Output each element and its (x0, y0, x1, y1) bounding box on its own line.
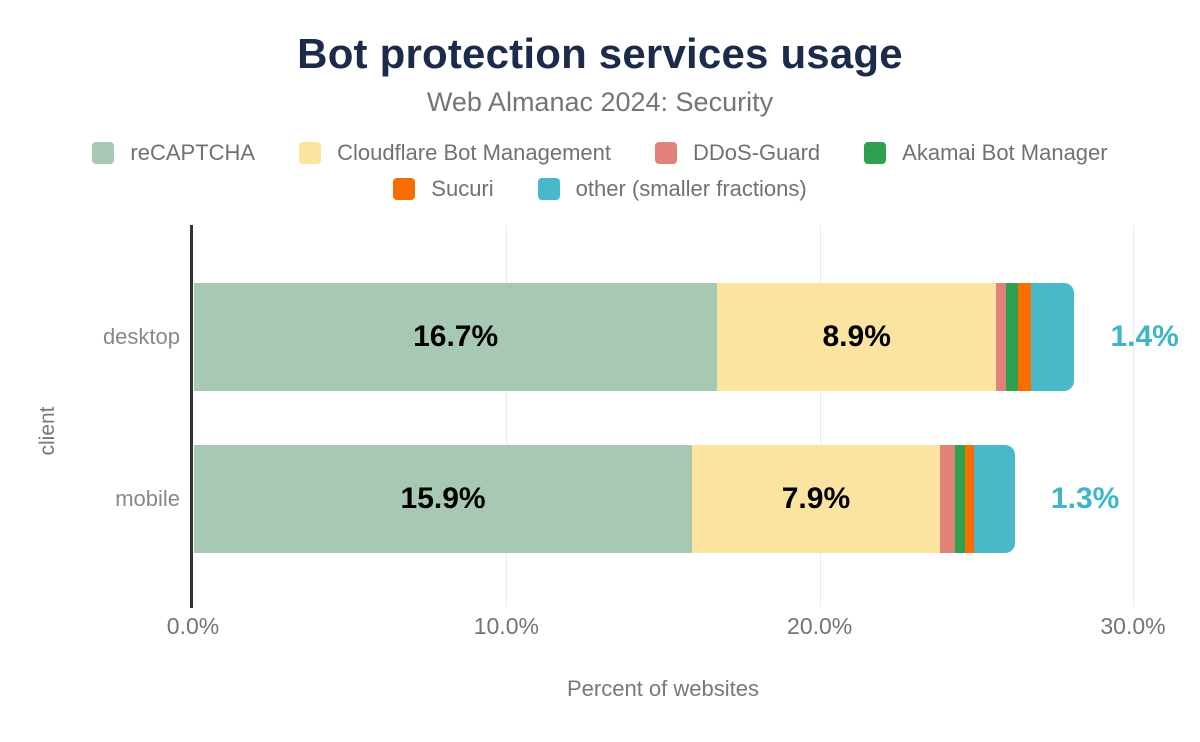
segment-desktop-sucuri (1018, 283, 1031, 391)
value-label-mobile-recaptcha: 15.9% (400, 482, 486, 515)
legend-label-other-smaller-fractions: other (smaller fractions) (575, 176, 807, 201)
segment-desktop-cloudflare-bot-management: 8.9% (717, 283, 997, 391)
segment-mobile-other-smaller-fractions (974, 445, 1015, 553)
legend-item-ddos-guard: DDoS-Guard (655, 140, 820, 166)
gridline-10 (506, 225, 508, 607)
segment-mobile-recaptcha: 15.9% (194, 445, 693, 553)
x-tick-30: 30.0% (1100, 613, 1166, 639)
x-tick-0: 0.0% (166, 613, 220, 639)
segment-desktop-akamai-bot-manager (1005, 283, 1019, 391)
value-label-mobile-cloudflare-bot-management: 7.9% (781, 482, 851, 515)
other-smaller-fractions-swatch-icon (537, 178, 560, 200)
category-label-mobile: mobile (115, 486, 180, 511)
segment-mobile-sucuri (964, 445, 975, 553)
legend-item-sucuri: Sucuri (393, 176, 494, 202)
legend-label-ddos-guard: DDoS-Guard (693, 140, 821, 165)
legend-item-other-smaller-fractions: other (smaller fractions) (537, 176, 807, 202)
legend: reCAPTCHA Cloudflare Bot Management DDoS-G… (0, 140, 1200, 202)
legend-label-recaptcha: reCAPTCHA (130, 140, 256, 165)
segment-desktop-other-smaller-fractions (1030, 283, 1075, 391)
gridline-30 (1133, 225, 1134, 607)
segment-mobile-cloudflare-bot-management: 7.9% (692, 445, 940, 553)
y-axis-title: client (36, 406, 59, 456)
legend-label-sucuri: Sucuri (431, 176, 494, 201)
value-label-desktop-recaptcha: 16.7% (413, 320, 499, 353)
value-label-desktop-cloudflare-bot-management: 8.9% (822, 320, 891, 353)
legend-item-akamai-bot-manager: Akamai Bot Manager (864, 140, 1108, 166)
value-label-mobile-outside: 1.3% (1050, 482, 1120, 515)
chart-title: Bot protection services usage (297, 30, 903, 77)
segment-mobile-akamai-bot-manager (955, 445, 965, 553)
legend-row-1: reCAPTCHA Cloudflare Bot Management DDoS-G… (92, 140, 1108, 166)
recaptcha-swatch-icon (92, 142, 115, 164)
cloudflare-bot-management-swatch-icon (299, 142, 322, 164)
segment-desktop-ddos-guard (996, 283, 1006, 391)
x-axis-title: Percent of websites (567, 676, 759, 701)
segment-desktop-recaptcha: 16.7% (194, 283, 718, 391)
ddos-guard-swatch-icon (655, 142, 678, 164)
legend-label-cloudflare-bot-management: Cloudflare Bot Management (337, 140, 612, 165)
segment-mobile-ddos-guard (939, 445, 956, 553)
sucuri-swatch-icon (393, 178, 416, 200)
value-label-desktop-outside: 1.4% (1110, 320, 1179, 353)
legend-row-2: Sucuri other (smaller fractions) (393, 176, 807, 202)
akamai-bot-manager-swatch-icon (864, 142, 887, 164)
x-tick-20: 20.0% (787, 613, 853, 639)
legend-item-recaptcha: reCAPTCHA (92, 140, 255, 166)
y-axis-line (190, 225, 193, 608)
legend-item-cloudflare-bot-management: Cloudflare Bot Management (299, 140, 611, 166)
gridline-20 (819, 225, 821, 607)
x-tick-10: 10.0% (473, 613, 539, 639)
legend-label-akamai-bot-manager: Akamai Bot Manager (902, 140, 1108, 165)
chart-subtitle: Web Almanac 2024: Security (426, 87, 774, 117)
category-label-desktop: desktop (102, 324, 180, 349)
